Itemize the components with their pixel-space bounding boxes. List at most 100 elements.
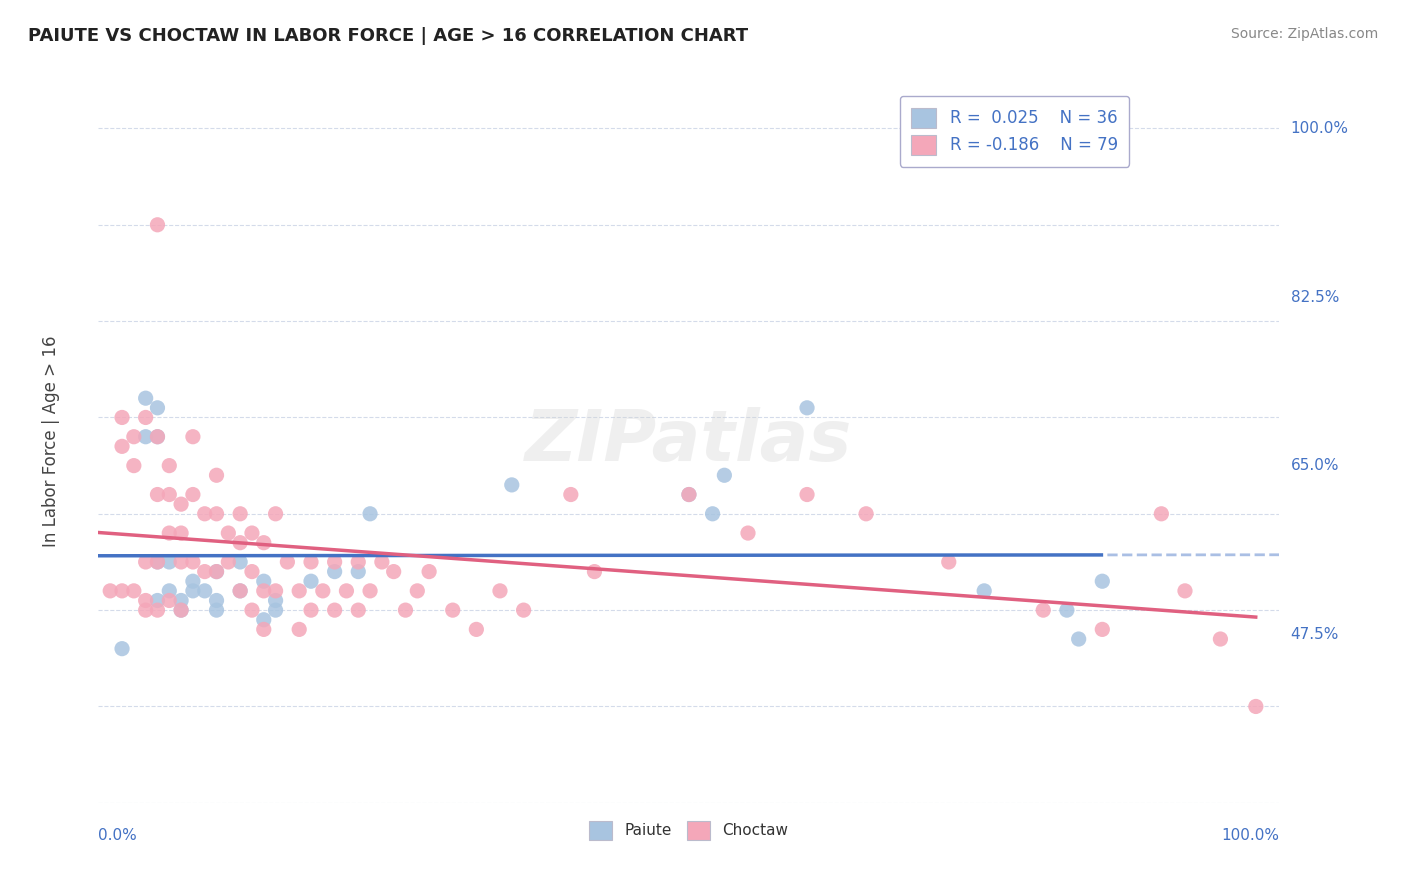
Point bbox=[240, 565, 263, 579]
Legend: Paiute, Choctaw: Paiute, Choctaw bbox=[583, 815, 794, 846]
Point bbox=[323, 555, 346, 569]
Point bbox=[181, 583, 204, 598]
Point bbox=[98, 583, 121, 598]
Point bbox=[418, 565, 440, 579]
Point bbox=[205, 468, 228, 483]
Point bbox=[253, 583, 276, 598]
Point bbox=[1067, 632, 1090, 646]
Point bbox=[135, 391, 157, 405]
Point bbox=[217, 526, 239, 541]
Point bbox=[347, 565, 370, 579]
Point bbox=[146, 555, 169, 569]
Point bbox=[973, 583, 995, 598]
Point bbox=[394, 603, 416, 617]
Point bbox=[194, 507, 217, 521]
Point bbox=[170, 603, 193, 617]
Point bbox=[146, 430, 169, 444]
Point bbox=[146, 218, 169, 232]
Point bbox=[194, 583, 217, 598]
Point bbox=[253, 623, 276, 637]
Text: 100.0%: 100.0% bbox=[1291, 121, 1348, 136]
Point bbox=[111, 583, 134, 598]
Point bbox=[170, 593, 193, 607]
Point bbox=[489, 583, 512, 598]
Point bbox=[796, 401, 818, 415]
Text: 82.5%: 82.5% bbox=[1291, 290, 1339, 304]
Text: 0.0%: 0.0% bbox=[98, 828, 138, 843]
Text: 47.5%: 47.5% bbox=[1291, 627, 1339, 641]
Point bbox=[146, 555, 169, 569]
Point bbox=[122, 583, 145, 598]
Point bbox=[170, 497, 193, 511]
Point bbox=[135, 410, 157, 425]
Point bbox=[157, 555, 180, 569]
Point bbox=[560, 487, 582, 501]
Text: PAIUTE VS CHOCTAW IN LABOR FORCE | AGE > 16 CORRELATION CHART: PAIUTE VS CHOCTAW IN LABOR FORCE | AGE >… bbox=[28, 27, 748, 45]
Point bbox=[938, 555, 960, 569]
Point bbox=[1244, 699, 1267, 714]
Point bbox=[796, 487, 818, 501]
Point bbox=[205, 593, 228, 607]
Point bbox=[264, 603, 287, 617]
Text: 100.0%: 100.0% bbox=[1222, 828, 1279, 843]
Point bbox=[264, 507, 287, 521]
Point bbox=[146, 593, 169, 607]
Point bbox=[229, 583, 252, 598]
Point bbox=[276, 555, 298, 569]
Point bbox=[194, 565, 217, 579]
Point bbox=[122, 458, 145, 473]
Point bbox=[157, 526, 180, 541]
Point bbox=[264, 593, 287, 607]
Point bbox=[299, 555, 322, 569]
Point bbox=[323, 603, 346, 617]
Point bbox=[441, 603, 464, 617]
Point bbox=[217, 555, 239, 569]
Point bbox=[1056, 603, 1078, 617]
Point bbox=[299, 603, 322, 617]
Point bbox=[253, 613, 276, 627]
Point bbox=[713, 468, 735, 483]
Point bbox=[135, 555, 157, 569]
Point bbox=[122, 430, 145, 444]
Point bbox=[181, 487, 204, 501]
Point bbox=[146, 603, 169, 617]
Point bbox=[111, 439, 134, 453]
Point bbox=[111, 641, 134, 656]
Text: Source: ZipAtlas.com: Source: ZipAtlas.com bbox=[1230, 27, 1378, 41]
Text: In Labor Force | Age > 16: In Labor Force | Age > 16 bbox=[42, 335, 60, 548]
Point bbox=[229, 535, 252, 549]
Point bbox=[512, 603, 534, 617]
Point bbox=[288, 623, 311, 637]
Point bbox=[181, 555, 204, 569]
Point bbox=[855, 507, 877, 521]
Point bbox=[737, 526, 759, 541]
Point bbox=[1209, 632, 1232, 646]
Text: ZIPatlas: ZIPatlas bbox=[526, 407, 852, 476]
Point bbox=[205, 565, 228, 579]
Point bbox=[359, 507, 381, 521]
Point bbox=[264, 583, 287, 598]
Point bbox=[240, 526, 263, 541]
Point bbox=[157, 583, 180, 598]
Point bbox=[157, 487, 180, 501]
Point bbox=[181, 574, 204, 589]
Point bbox=[312, 583, 335, 598]
Point bbox=[501, 478, 523, 492]
Point bbox=[181, 430, 204, 444]
Point bbox=[157, 593, 180, 607]
Point bbox=[229, 583, 252, 598]
Point bbox=[382, 565, 405, 579]
Point bbox=[146, 430, 169, 444]
Point bbox=[1091, 574, 1114, 589]
Point bbox=[1091, 623, 1114, 637]
Point bbox=[678, 487, 700, 501]
Point bbox=[157, 458, 180, 473]
Point bbox=[111, 410, 134, 425]
Point bbox=[229, 555, 252, 569]
Point bbox=[347, 555, 370, 569]
Point bbox=[678, 487, 700, 501]
Point bbox=[146, 487, 169, 501]
Point bbox=[323, 565, 346, 579]
Point bbox=[205, 565, 228, 579]
Point bbox=[299, 574, 322, 589]
